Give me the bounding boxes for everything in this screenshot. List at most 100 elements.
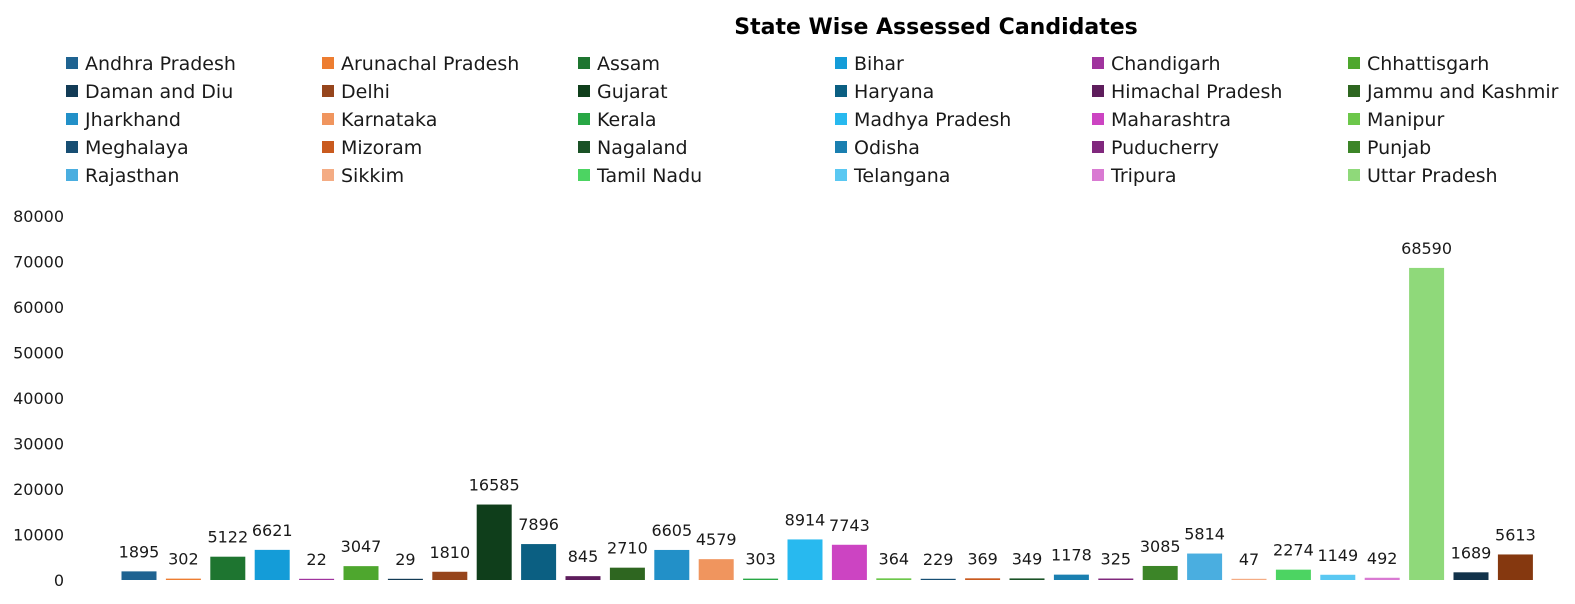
legend-label-chandigarh: Chandigarh [1111, 53, 1221, 75]
legend-label-puducherry: Puducherry [1111, 137, 1219, 159]
bar-chandigarh [299, 578, 335, 580]
bar-extra-30 [1453, 572, 1489, 580]
legend-label-himachal-pradesh: Himachal Pradesh [1111, 81, 1282, 103]
legend-swatch-puducherry [1092, 141, 1104, 153]
legend-label-sikkim: Sikkim [341, 165, 404, 187]
legend-label-kerala: Kerala [597, 109, 657, 131]
bar-uttar-pradesh [1409, 267, 1445, 580]
bar-himachal-pradesh [565, 576, 601, 580]
bar-chhattisgarh [343, 566, 379, 580]
bar-tripura [1364, 577, 1400, 580]
legend-swatch-tripura [1092, 169, 1104, 181]
chart-title: State Wise Assessed Candidates [734, 15, 1138, 40]
y-tick-label: 0 [54, 571, 64, 590]
bar-mizoram [965, 578, 1001, 580]
data-label-himachal-pradesh: 845 [568, 547, 599, 566]
y-tick-label: 60000 [13, 298, 64, 317]
bar-andhra-pradesh [121, 571, 157, 580]
legend-label-meghalaya: Meghalaya [85, 137, 189, 159]
legend-swatch-odisha [835, 141, 847, 153]
data-label-haryana: 7896 [518, 515, 559, 534]
legend-label-chhattisgarh: Chhattisgarh [1367, 53, 1489, 75]
bar-manipur [876, 578, 912, 580]
legend-swatch-arunachal-pradesh [322, 57, 334, 69]
bar-meghalaya [920, 578, 956, 580]
data-label-kerala: 303 [745, 550, 776, 569]
legend-swatch-chhattisgarh [1348, 57, 1360, 69]
legend-swatch-himachal-pradesh [1092, 85, 1104, 97]
legend-label-jammu-and-kashmir: Jammu and Kashmir [1366, 81, 1559, 103]
data-label-chandigarh: 22 [306, 550, 326, 569]
legend-swatch-jharkhand [66, 113, 78, 125]
y-tick-label: 20000 [13, 480, 64, 499]
legend-label-gujarat: Gujarat [597, 81, 668, 103]
legend-label-telangana: Telangana [853, 165, 950, 187]
bar-jharkhand [654, 549, 690, 580]
legend-label-manipur: Manipur [1367, 109, 1444, 131]
bar-assam [210, 556, 246, 580]
data-label-tamil-nadu: 2274 [1273, 541, 1314, 560]
legend-swatch-kerala [578, 113, 590, 125]
bars [121, 267, 1533, 580]
data-label-tripura: 492 [1367, 549, 1398, 568]
legend-label-delhi: Delhi [341, 81, 390, 103]
data-label-chhattisgarh: 3047 [341, 537, 382, 556]
legend-swatch-telangana [835, 169, 847, 181]
legend-swatch-karnataka [322, 113, 334, 125]
legend-swatch-haryana [835, 85, 847, 97]
legend-label-andhra-pradesh: Andhra Pradesh [85, 53, 236, 75]
legend-label-arunachal-pradesh: Arunachal Pradesh [341, 53, 519, 75]
y-axis: 0 10000 20000 30000 40000 50000 60000 70000 8000… [13, 207, 64, 590]
data-label-gujarat: 16585 [469, 476, 520, 495]
legend-swatch-nagaland [578, 141, 590, 153]
legend-label-maharashtra: Maharashtra [1111, 109, 1231, 131]
data-label-assam: 5122 [207, 528, 248, 547]
data-label-daman-and-diu: 29 [395, 550, 415, 569]
bar-gujarat [476, 504, 512, 580]
data-label-nagaland: 349 [1012, 549, 1043, 568]
legend-swatch-bihar [835, 57, 847, 69]
data-label-puducherry: 325 [1101, 550, 1132, 569]
legend-swatch-daman-and-diu [66, 85, 78, 97]
data-label-sikkim: 47 [1239, 550, 1259, 569]
y-tick-label: 30000 [13, 435, 64, 454]
bar-sikkim [1231, 578, 1267, 580]
legend-label-tripura: Tripura [1110, 165, 1176, 187]
legend-label-bihar: Bihar [854, 53, 904, 75]
bar-kerala [743, 578, 779, 580]
legend-label-daman-and-diu: Daman and Diu [85, 81, 233, 103]
data-label-manipur: 364 [879, 549, 910, 568]
data-label-telangana: 1149 [1317, 546, 1358, 565]
y-tick-label: 70000 [13, 253, 64, 272]
bar-puducherry [1098, 578, 1134, 580]
data-label-bihar: 6621 [252, 521, 293, 540]
y-tick-label: 80000 [13, 207, 64, 226]
legend-label-uttar-pradesh: Uttar Pradesh [1367, 165, 1498, 187]
legend-label-jharkhand: Jharkhand [84, 109, 181, 131]
y-tick-label: 10000 [13, 526, 64, 545]
legend-label-mizoram: Mizoram [341, 137, 422, 159]
legend-label-odisha: Odisha [854, 137, 920, 159]
data-label-karnataka: 4579 [696, 530, 737, 549]
bar-telangana [1320, 574, 1356, 580]
bar-arunachal-pradesh [165, 578, 201, 580]
legend-label-madhya-pradesh: Madhya Pradesh [854, 109, 1011, 131]
bar-odisha [1053, 574, 1089, 580]
data-label-uttar-pradesh: 68590 [1401, 239, 1452, 258]
bar-maharashtra [831, 544, 867, 580]
bar-madhya-pradesh [787, 539, 823, 580]
data-label-jharkhand: 6605 [651, 521, 692, 540]
data-label-meghalaya: 229 [923, 550, 954, 569]
legend-swatch-chandigarh [1092, 57, 1104, 69]
legend-label-haryana: Haryana [854, 81, 934, 103]
legend: Andhra Pradesh Arunachal Pradesh Assam Biha… [66, 53, 1559, 187]
data-label-maharashtra: 7743 [829, 516, 870, 535]
legend-label-karnataka: Karnataka [341, 109, 437, 131]
legend-label-tamil-nadu: Tamil Nadu [596, 165, 702, 187]
legend-swatch-delhi [322, 85, 334, 97]
bar-extra-31 [1497, 554, 1533, 580]
bar-punjab [1142, 565, 1178, 580]
data-label-punjab: 3085 [1140, 537, 1181, 556]
data-label-arunachal-pradesh: 302 [168, 550, 199, 569]
